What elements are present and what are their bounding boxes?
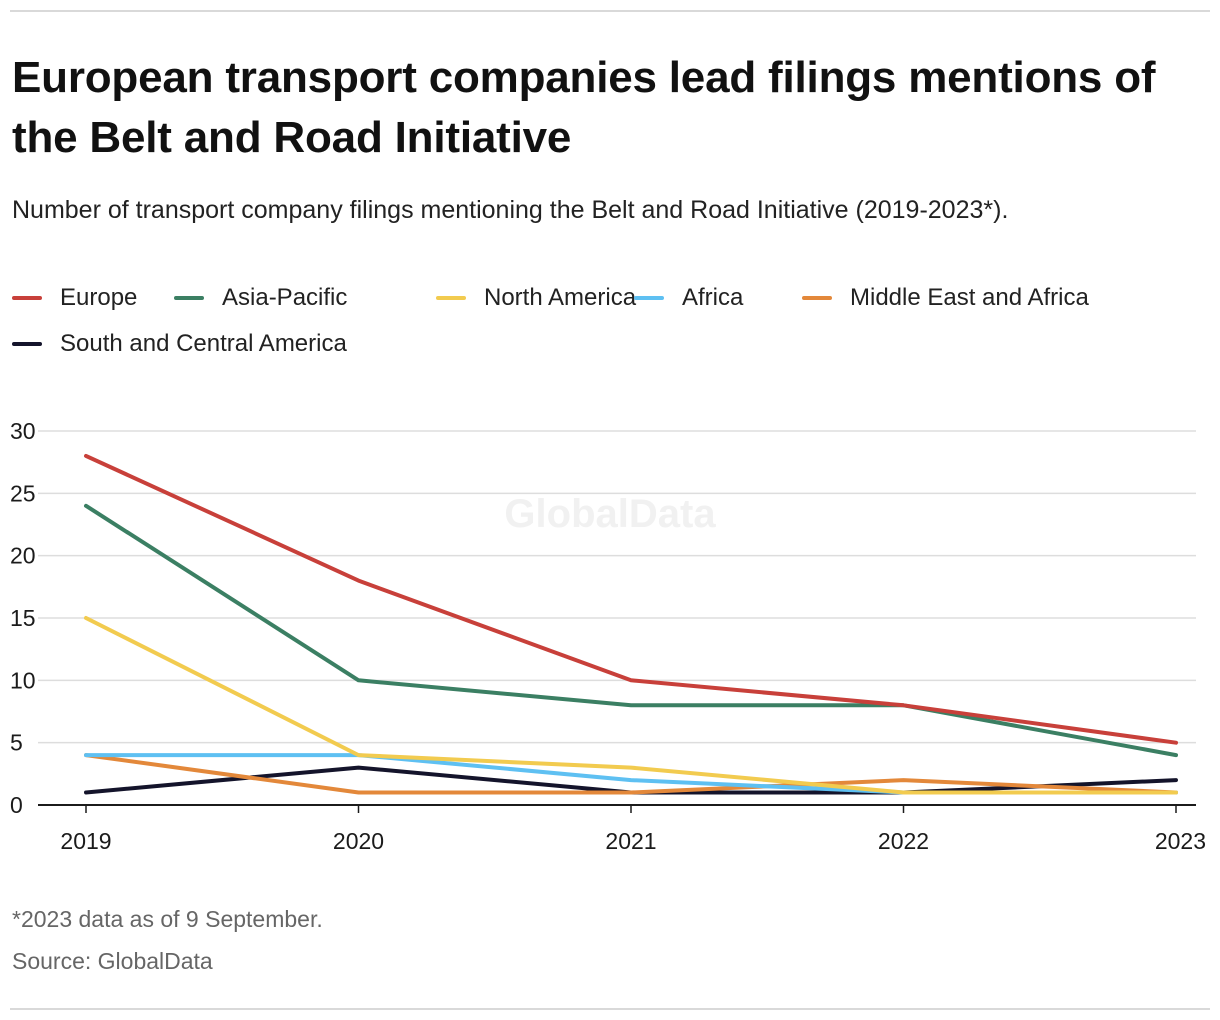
y-tick-label: 0 (10, 792, 23, 818)
legend-swatch (436, 296, 466, 300)
legend-label: Middle East and Africa (850, 284, 1089, 311)
legend-swatch (802, 296, 832, 300)
legend-item-south-and-central-america: South and Central America (12, 324, 347, 364)
y-tick-label: 5 (10, 730, 23, 756)
y-tick-label: 30 (10, 418, 36, 444)
source-note: Source: GlobalData (12, 948, 213, 974)
legend-swatch (12, 342, 42, 346)
x-tick-label: 2023 (1155, 828, 1206, 854)
watermark: GlobalData (504, 492, 716, 536)
legend-item-asia-pacific: Asia-Pacific (174, 278, 347, 318)
y-tick-label: 20 (10, 543, 36, 569)
bottom-divider (10, 1008, 1210, 1010)
line-chart: GlobalData 0 5 10 15 20 25 30 2019 2020 2021 2022 20… (10, 418, 1206, 854)
legend-swatch (12, 296, 42, 300)
legend-item-africa: Africa (634, 278, 743, 318)
y-tick-label: 10 (10, 667, 36, 693)
legend-swatch (634, 296, 664, 300)
legend-label: South and Central America (60, 330, 347, 357)
series-line-europe (84, 453, 1178, 745)
top-divider (10, 10, 1210, 12)
legend-label: Europe (60, 284, 138, 311)
series-line-asia-pacific (84, 503, 1178, 758)
x-tick-label: 2021 (605, 828, 656, 854)
footnote: *2023 data as of 9 September. (12, 906, 323, 932)
chart-title: European transport companies lead filing… (12, 53, 1156, 162)
legend-label: Africa (682, 284, 744, 311)
legend-swatch (174, 296, 204, 300)
series-line-north-america (84, 616, 1178, 795)
legend-label: North America (484, 284, 637, 311)
legend-item-europe: Europe (12, 278, 137, 318)
y-tick-label: 15 (10, 605, 36, 631)
y-tick-label: 25 (10, 480, 36, 506)
legend-label: Asia-Pacific (222, 284, 348, 311)
chart-subtitle: Number of transport company filings ment… (12, 196, 1009, 224)
legend-item-middle-east-and-africa: Middle East and Africa (802, 278, 1089, 318)
x-tick-label: 2019 (60, 828, 111, 854)
legend-item-north-america: North America (436, 278, 636, 318)
x-tick-label: 2020 (333, 828, 384, 854)
x-tick-label: 2022 (878, 828, 929, 854)
series-line-middle-east-and-africa (84, 753, 1178, 795)
